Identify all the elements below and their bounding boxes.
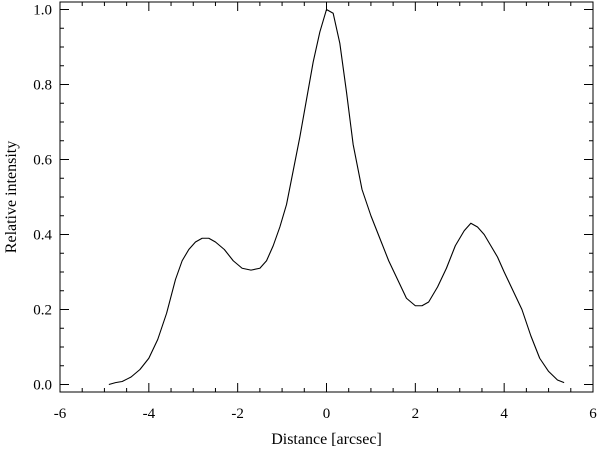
y-axis-label: Relative intensity	[3, 141, 20, 253]
x-tick-label: -4	[143, 406, 156, 422]
x-tick-label: 0	[323, 406, 331, 422]
y-tick-label: 0.2	[33, 303, 52, 319]
y-tick-label: 0.6	[33, 153, 52, 169]
x-tick-labels: -6 -4 -2 0 2 4 6	[54, 406, 598, 422]
x-tick-label: 4	[500, 406, 508, 422]
x-tick-label: 6	[589, 406, 597, 422]
axis-ticks	[59, 2, 594, 392]
x-axis-label: Distance [arcsec]	[271, 431, 382, 448]
x-tick-label: 2	[412, 406, 420, 422]
y-tick-label: 1.0	[33, 3, 52, 19]
intensity-profile-line	[108, 8, 565, 386]
y-tick-labels: 0.0 0.2 0.4 0.6 0.8 1.0	[33, 3, 52, 394]
y-tick-label: 0.4	[33, 228, 52, 244]
x-tick-label: -2	[231, 406, 244, 422]
y-tick-label: 0.8	[33, 78, 52, 94]
x-tick-label: -6	[54, 406, 67, 422]
y-tick-label: 0.0	[33, 378, 52, 394]
plot-frame	[59, 1, 594, 393]
